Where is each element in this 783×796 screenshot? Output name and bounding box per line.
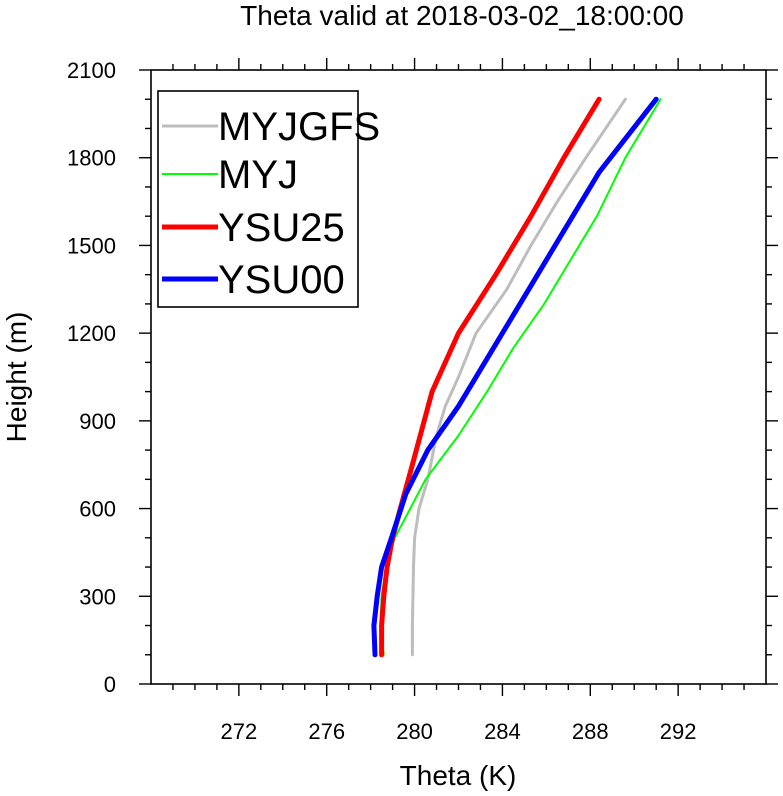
legend-label-ysu25: YSU25 bbox=[218, 206, 345, 250]
y-tick-label: 900 bbox=[79, 409, 116, 434]
series-line-ysu25 bbox=[379, 96, 602, 658]
y-tick-label: 1200 bbox=[67, 321, 116, 346]
x-tick-label: 288 bbox=[572, 719, 609, 744]
y-tick-label: 600 bbox=[79, 497, 116, 522]
x-tick-label: 272 bbox=[220, 719, 257, 744]
y-tick-label: 1500 bbox=[67, 233, 116, 258]
y-tick-label: 1800 bbox=[67, 146, 116, 171]
x-tick-label: 276 bbox=[308, 719, 345, 744]
legend-label-ysu00: YSU00 bbox=[218, 258, 345, 302]
chart-title: Theta valid at 2018-03-02_18:00:00 bbox=[240, 0, 684, 31]
series-layer bbox=[371, 96, 662, 658]
x-axis-label: Theta (K) bbox=[400, 760, 517, 791]
axis-ticks: 272 276 280 284 288 292 0 300 600 900 1200 1500 1800… bbox=[67, 58, 778, 744]
series-line-myj bbox=[379, 98, 662, 656]
y-tick-label: 300 bbox=[79, 584, 116, 609]
x-tick-label: 284 bbox=[484, 719, 521, 744]
legend-label-myj: MYJ bbox=[218, 153, 298, 197]
series-line-ysu00 bbox=[371, 96, 659, 658]
y-axis-label: Height (m) bbox=[1, 312, 32, 443]
y-tick-label: 0 bbox=[104, 672, 116, 697]
y-tick-label: 2100 bbox=[67, 58, 116, 83]
x-tick-label: 292 bbox=[660, 719, 697, 744]
series-line-myjgfs bbox=[410, 97, 627, 657]
x-tick-label: 280 bbox=[396, 719, 433, 744]
legend-label-myjgfs: MYJGFS bbox=[218, 105, 380, 149]
